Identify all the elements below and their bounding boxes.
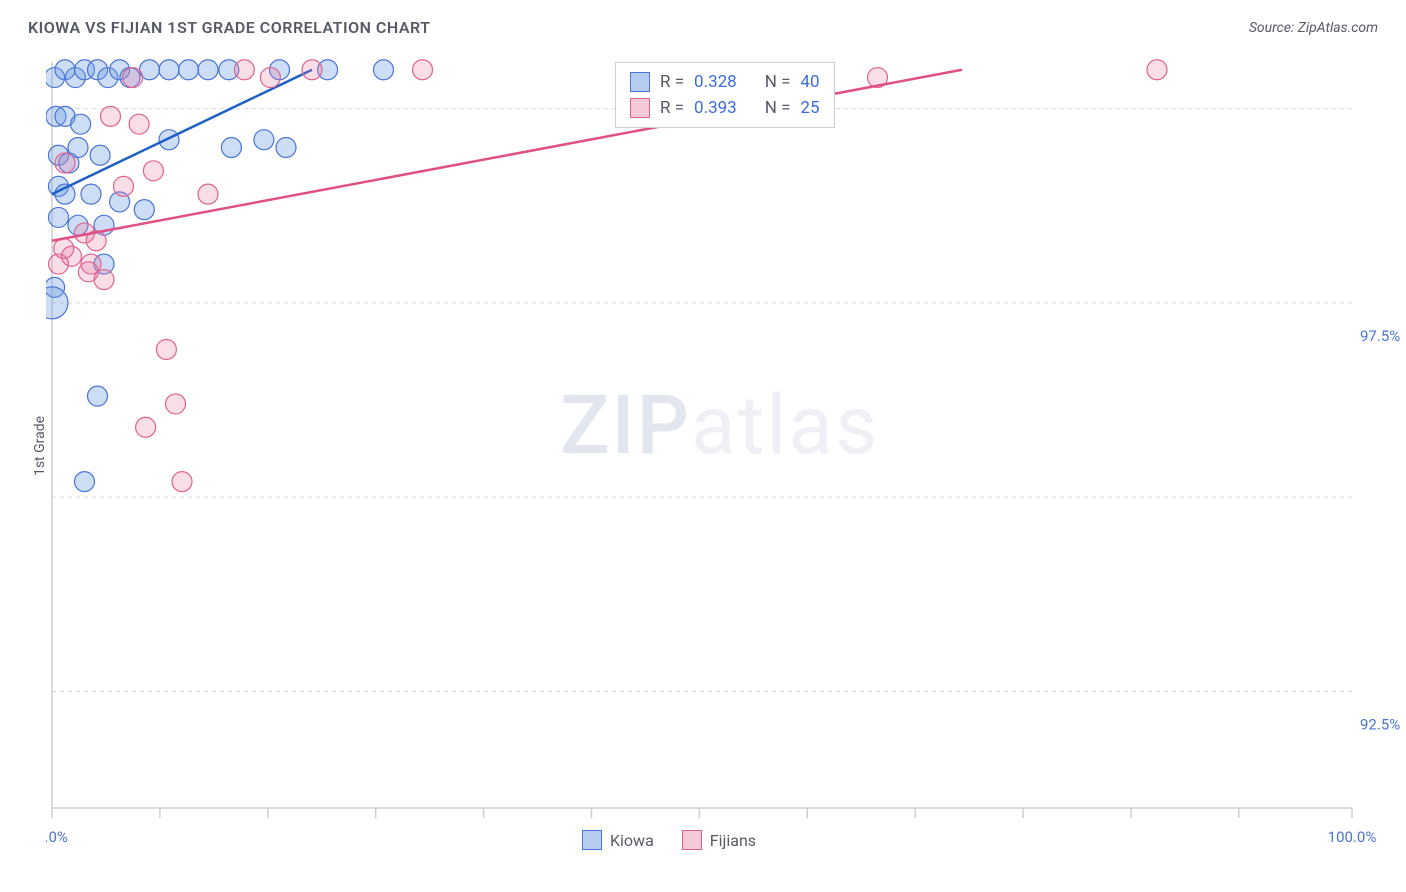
- series-legend: Kiowa Fijians: [582, 830, 756, 850]
- series-legend-label: Fijians: [710, 831, 756, 850]
- series-legend-item: Kiowa: [582, 830, 654, 850]
- svg-text:0.0%: 0.0%: [46, 828, 68, 846]
- chart-svg: 92.5% 97.5% 0.0% 100.0%: [46, 52, 1406, 892]
- stat-r-label: R =: [660, 95, 684, 121]
- chart-title: KIOWA VS FIJIAN 1ST GRADE CORRELATION CH…: [28, 18, 431, 37]
- stat-n-value: 40: [800, 69, 819, 95]
- stats-legend-row: R = 0.328 N = 40: [630, 69, 820, 95]
- stat-n-label: N =: [765, 95, 791, 121]
- svg-text:100.0%: 100.0%: [1328, 828, 1377, 846]
- stat-r-label: R =: [660, 69, 684, 95]
- stats-legend-row: R = 0.393 N = 25: [630, 95, 820, 121]
- svg-text:92.5%: 92.5%: [1360, 715, 1400, 733]
- legend-swatch: [630, 72, 650, 92]
- stat-r-value: 0.393: [694, 95, 737, 121]
- stat-n-value: 25: [800, 95, 819, 121]
- legend-swatch: [630, 98, 650, 118]
- svg-text:97.5%: 97.5%: [1360, 327, 1400, 345]
- stats-legend: R = 0.328 N = 40 R = 0.393 N = 25: [615, 62, 835, 128]
- legend-swatch: [682, 830, 702, 850]
- chart-area: 92.5%97.5%0.0%100.0% ZIPatlas R =0.328N …: [46, 52, 1406, 892]
- stat-n-label: N =: [765, 69, 791, 95]
- stat-r-value: 0.328: [694, 69, 737, 95]
- series-legend-label: Kiowa: [610, 831, 654, 850]
- legend-swatch: [582, 830, 602, 850]
- series-legend-item: Fijians: [682, 830, 756, 850]
- chart-source: Source: ZipAtlas.com: [1249, 20, 1378, 36]
